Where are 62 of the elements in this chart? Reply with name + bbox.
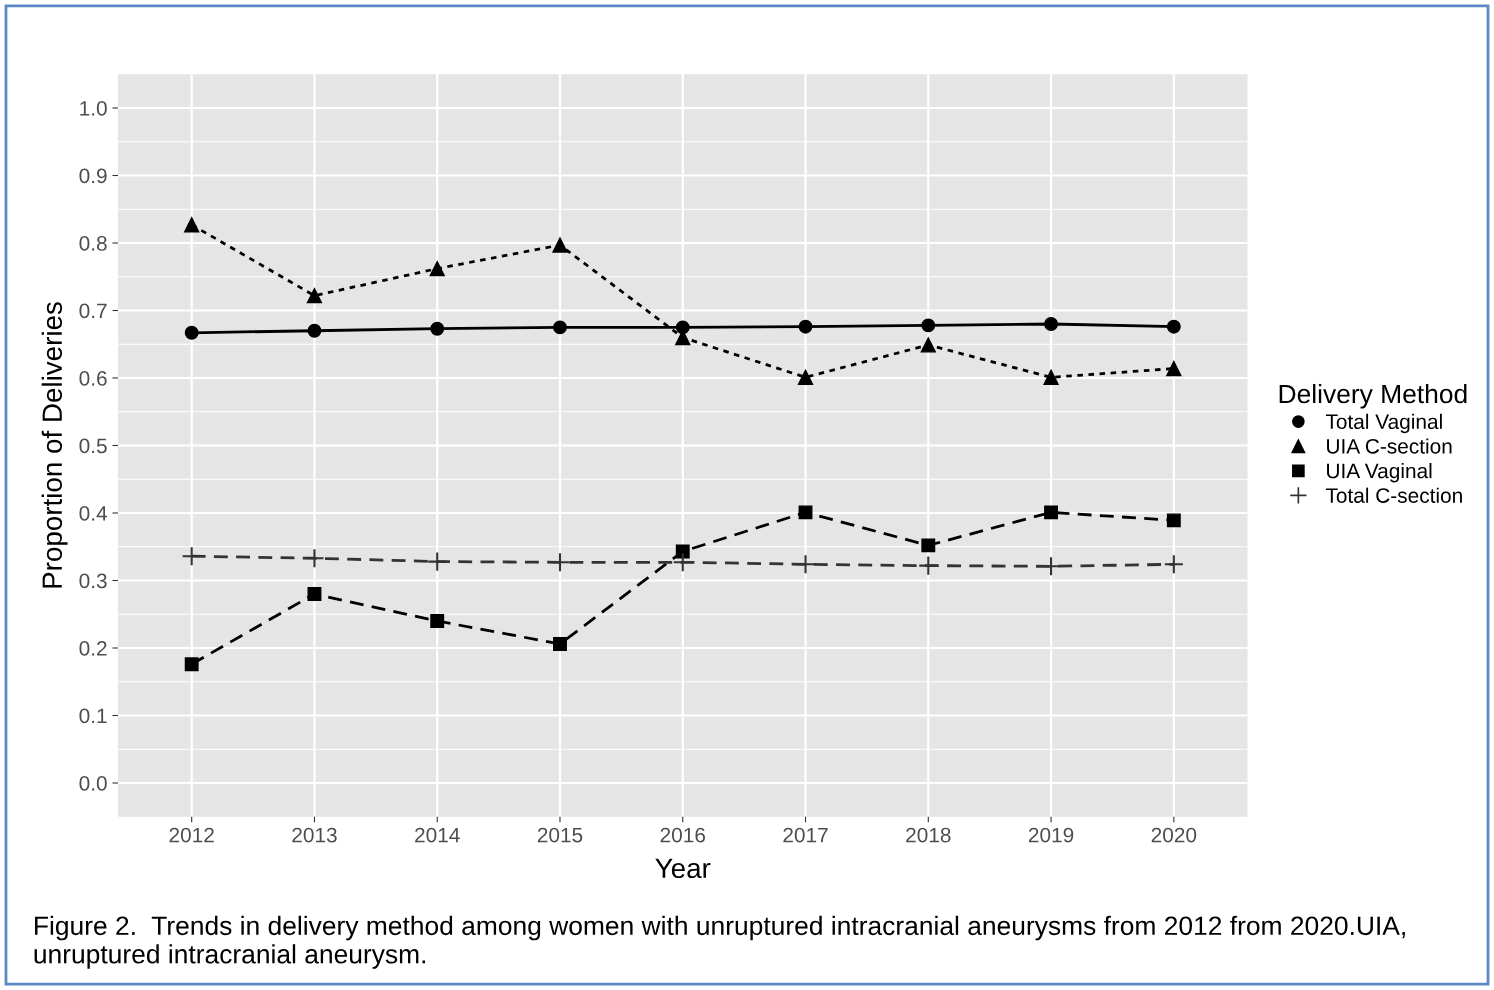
x-tick-label: 2017: [783, 827, 828, 843]
x-tick-label: 2014: [415, 827, 460, 843]
point: [797, 369, 814, 385]
x-tick-label: 2018: [906, 827, 951, 843]
y-tick-label: 0.3: [79, 573, 107, 589]
x-tick-label: 2016: [660, 827, 706, 843]
legend-label: UIA Vaginal: [1327, 463, 1432, 483]
point: [184, 325, 199, 340]
point: [553, 637, 567, 651]
point: [1040, 556, 1062, 577]
point: [184, 657, 199, 672]
point: [921, 318, 936, 333]
y-tick-label: 0.1: [79, 708, 107, 724]
x-tick-label: 2020: [1151, 827, 1197, 843]
y-tick-label: 0.2: [79, 641, 107, 656]
point: [181, 546, 202, 567]
y-tick-label: 0.8: [79, 236, 107, 251]
point: [1163, 554, 1184, 575]
point: [184, 217, 200, 233]
point: [549, 552, 571, 573]
point: [672, 552, 693, 573]
y-tick-label: 1.0: [80, 101, 107, 116]
point: [307, 323, 322, 338]
point: [1044, 505, 1059, 520]
point: [918, 555, 939, 576]
point: [1166, 360, 1182, 377]
point: [795, 554, 816, 575]
y-tick-label: 0.0: [79, 776, 107, 791]
y-tick-label: 0.5: [79, 438, 107, 454]
point: [429, 261, 445, 277]
y-tick-label: 0.4: [79, 506, 107, 521]
x-tick-label: 2013: [292, 827, 337, 843]
x-tick-label: 2012: [169, 827, 214, 843]
point: [1166, 319, 1181, 334]
point: [306, 288, 323, 304]
point: [307, 587, 322, 601]
point: [552, 237, 568, 253]
y-tick-label: 0.6: [79, 371, 107, 386]
point: [921, 538, 936, 553]
caption: Figure 2. Trends in delivery method among women with unruptured intracranial aneurysms from 2012 from 2020.UIA, unruptured intracranial aneurysm.: [34, 915, 1405, 969]
point: [798, 319, 813, 334]
point: [675, 544, 690, 559]
point: [430, 614, 445, 628]
point: [920, 337, 936, 353]
x-tick-label: 2019: [1028, 827, 1074, 843]
point: [430, 321, 445, 336]
point: [1043, 369, 1059, 385]
y-axis-title: Proportion of Deliveries: [41, 302, 68, 588]
legend-title: Delivery Method: [1279, 383, 1467, 409]
legend-label: Total Vaginal: [1325, 413, 1442, 434]
point: [1044, 317, 1059, 331]
y-tick-label: 0.9: [79, 168, 107, 184]
point: [304, 548, 325, 569]
x-tick-label: 2015: [537, 827, 583, 843]
legend-label: Total C-section: [1325, 487, 1462, 503]
point: [553, 320, 567, 335]
legend-label: UIA C-section: [1327, 438, 1452, 454]
x-axis-title: Year: [655, 858, 711, 879]
point: [427, 551, 448, 572]
point: [1166, 513, 1181, 528]
point: [798, 505, 813, 520]
y-tick-label: 0.7: [79, 303, 107, 319]
